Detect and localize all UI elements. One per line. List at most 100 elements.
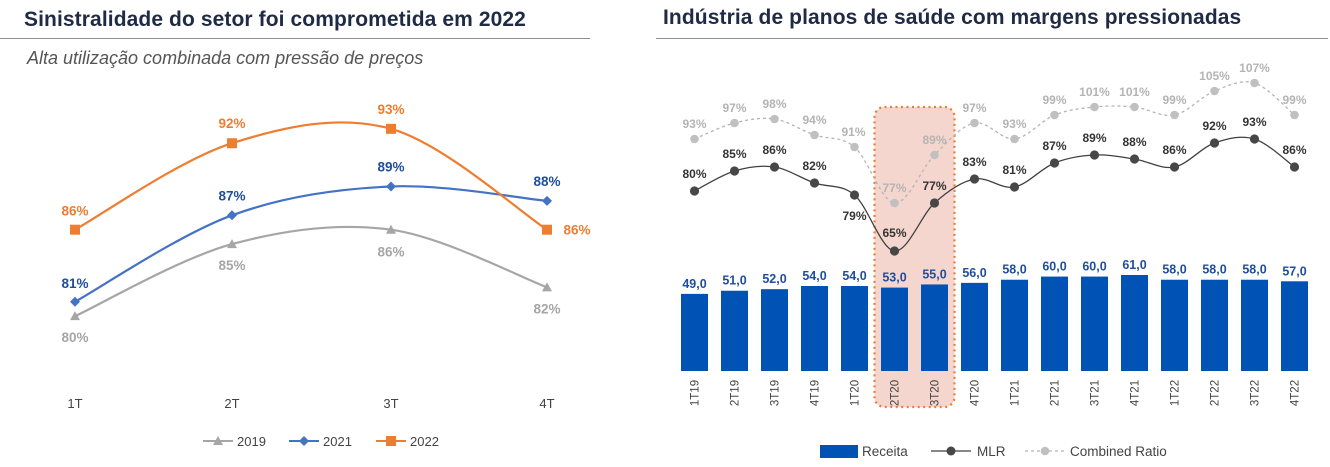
- bar-receita-3T20: [921, 284, 948, 371]
- x-tick-1T20: 1T20: [850, 380, 862, 406]
- label-combined-4T21: 101%: [1119, 85, 1150, 99]
- legend-marker-2019: [213, 436, 223, 445]
- x-tick-1T19: 1T19: [690, 380, 702, 406]
- bar-receita-1T19: [681, 293, 708, 371]
- label-combined-1T19: 93%: [682, 117, 706, 131]
- label-combined-2T20: 77%: [882, 181, 906, 195]
- marker-mlr-2T19: [729, 166, 740, 176]
- marker-mlr-3T19: [769, 162, 780, 172]
- x-tick-2T22: 2T22: [1210, 380, 1222, 406]
- x-tick-4T: 4T: [539, 396, 554, 411]
- label-combined-2T21: 99%: [1042, 93, 1066, 107]
- marker-mlr-3T21: [1089, 150, 1100, 160]
- x-tick-4T19: 4T19: [810, 380, 822, 406]
- legend-label-receita: Receita: [862, 444, 908, 459]
- right-chart-title: Indústria de planos de saúde com margens…: [663, 6, 1242, 29]
- x-tick-3T21: 3T21: [1090, 380, 1102, 406]
- bar-label-2T19: 51,0: [722, 274, 746, 288]
- legend-label-combined: Combined Ratio: [1070, 444, 1167, 459]
- data-label-2022-4T: 86%: [563, 223, 590, 238]
- bar-label-1T22: 58,0: [1162, 263, 1186, 277]
- legend-label-2019: 2019: [237, 434, 266, 449]
- data-label-2021-3T: 89%: [377, 159, 404, 174]
- bar-receita-2T20: [881, 287, 908, 371]
- line-series-2019: [74, 225, 548, 318]
- label-combined-3T22: 107%: [1239, 61, 1270, 75]
- marker-combined-1T20: [850, 142, 859, 152]
- marker-2022-3T: [386, 123, 396, 134]
- marker-2022-4T: [542, 224, 552, 235]
- bar-receita-4T22: [1281, 281, 1308, 371]
- label-mlr-3T19: 86%: [762, 143, 786, 157]
- marker-combined-2T19: [730, 118, 739, 128]
- bar-label-1T21: 58,0: [1002, 263, 1026, 277]
- left-chart-title: Sinistralidade do setor foi comprometida…: [24, 8, 526, 31]
- marker-mlr-2T21: [1049, 158, 1060, 168]
- marker-mlr-2T20: [889, 246, 900, 256]
- data-label-2019-2T: 85%: [218, 258, 245, 273]
- line-series-2021: [74, 185, 548, 303]
- data-label-2019-1T: 80%: [61, 330, 88, 345]
- marker-combined-1T21: [1010, 134, 1019, 144]
- data-label-2022-1T: 86%: [61, 204, 88, 219]
- marker-2021-4T: [542, 195, 552, 206]
- marker-mlr-1T20: [849, 190, 860, 200]
- left-chart-subtitle: Alta utilização combinada com pressão de…: [27, 48, 424, 68]
- marker-2021-1T: [70, 296, 80, 307]
- label-combined-3T21: 101%: [1079, 85, 1110, 99]
- data-label-2022-3T: 93%: [377, 102, 404, 117]
- marker-2019-1T: [70, 311, 80, 321]
- line-mlr: [694, 136, 1295, 252]
- marker-combined-4T19: [810, 130, 819, 140]
- marker-2019-3T: [386, 224, 396, 234]
- label-mlr-1T22: 86%: [1162, 143, 1186, 157]
- legend-marker-combined: [1040, 446, 1050, 456]
- x-tick-2T20: 2T20: [890, 380, 902, 406]
- marker-2021-2T: [227, 210, 237, 221]
- bar-label-2T21: 60,0: [1042, 260, 1066, 274]
- marker-combined-3T20: [930, 150, 939, 160]
- legend-marker-mlr: [946, 446, 956, 456]
- bar-label-4T20: 56,0: [962, 266, 986, 280]
- bar-label-4T19: 54,0: [802, 269, 826, 283]
- legend-label-2022: 2022: [410, 434, 439, 449]
- label-combined-4T20: 97%: [962, 101, 986, 115]
- bar-receita-3T21: [1081, 276, 1108, 371]
- marker-combined-2T21: [1050, 110, 1059, 120]
- data-label-2021-1T: 81%: [61, 276, 88, 291]
- marker-combined-1T22: [1170, 110, 1179, 120]
- marker-combined-2T20: [890, 198, 899, 208]
- label-mlr-4T20: 83%: [962, 155, 986, 169]
- label-combined-1T20: 91%: [841, 125, 865, 139]
- bar-label-3T19: 52,0: [762, 272, 786, 286]
- marker-mlr-4T20: [969, 174, 980, 184]
- label-mlr-1T20: 79%: [842, 209, 866, 223]
- marker-mlr-4T19: [809, 178, 820, 188]
- marker-mlr-4T21: [1129, 154, 1140, 164]
- marker-2021-3T: [386, 181, 396, 192]
- label-combined-4T19: 94%: [802, 113, 826, 127]
- legend-label-2021: 2021: [323, 434, 352, 449]
- marker-mlr-3T22: [1249, 134, 1260, 144]
- marker-mlr-1T22: [1169, 162, 1180, 172]
- marker-2019-4T: [542, 282, 552, 292]
- bar-receita-1T20: [841, 286, 868, 371]
- marker-combined-2T22: [1210, 86, 1219, 96]
- label-combined-1T22: 99%: [1162, 93, 1186, 107]
- bar-label-4T22: 57,0: [1282, 264, 1306, 278]
- bar-label-4T21: 61,0: [1122, 258, 1146, 272]
- marker-2022-2T: [227, 138, 237, 149]
- line-combined-ratio: [694, 81, 1295, 204]
- bar-receita-2T19: [721, 290, 748, 371]
- x-tick-1T22: 1T22: [1170, 380, 1182, 406]
- marker-mlr-1T19: [689, 186, 700, 196]
- data-label-2022-2T: 92%: [218, 116, 245, 131]
- bar-label-3T22: 58,0: [1242, 263, 1266, 277]
- label-mlr-2T19: 85%: [722, 147, 746, 161]
- marker-mlr-3T20: [929, 198, 940, 208]
- label-mlr-1T21: 81%: [1002, 163, 1026, 177]
- x-tick-4T22: 4T22: [1290, 380, 1302, 406]
- bar-receita-3T22: [1241, 279, 1268, 371]
- bar-receita-4T21: [1121, 275, 1148, 371]
